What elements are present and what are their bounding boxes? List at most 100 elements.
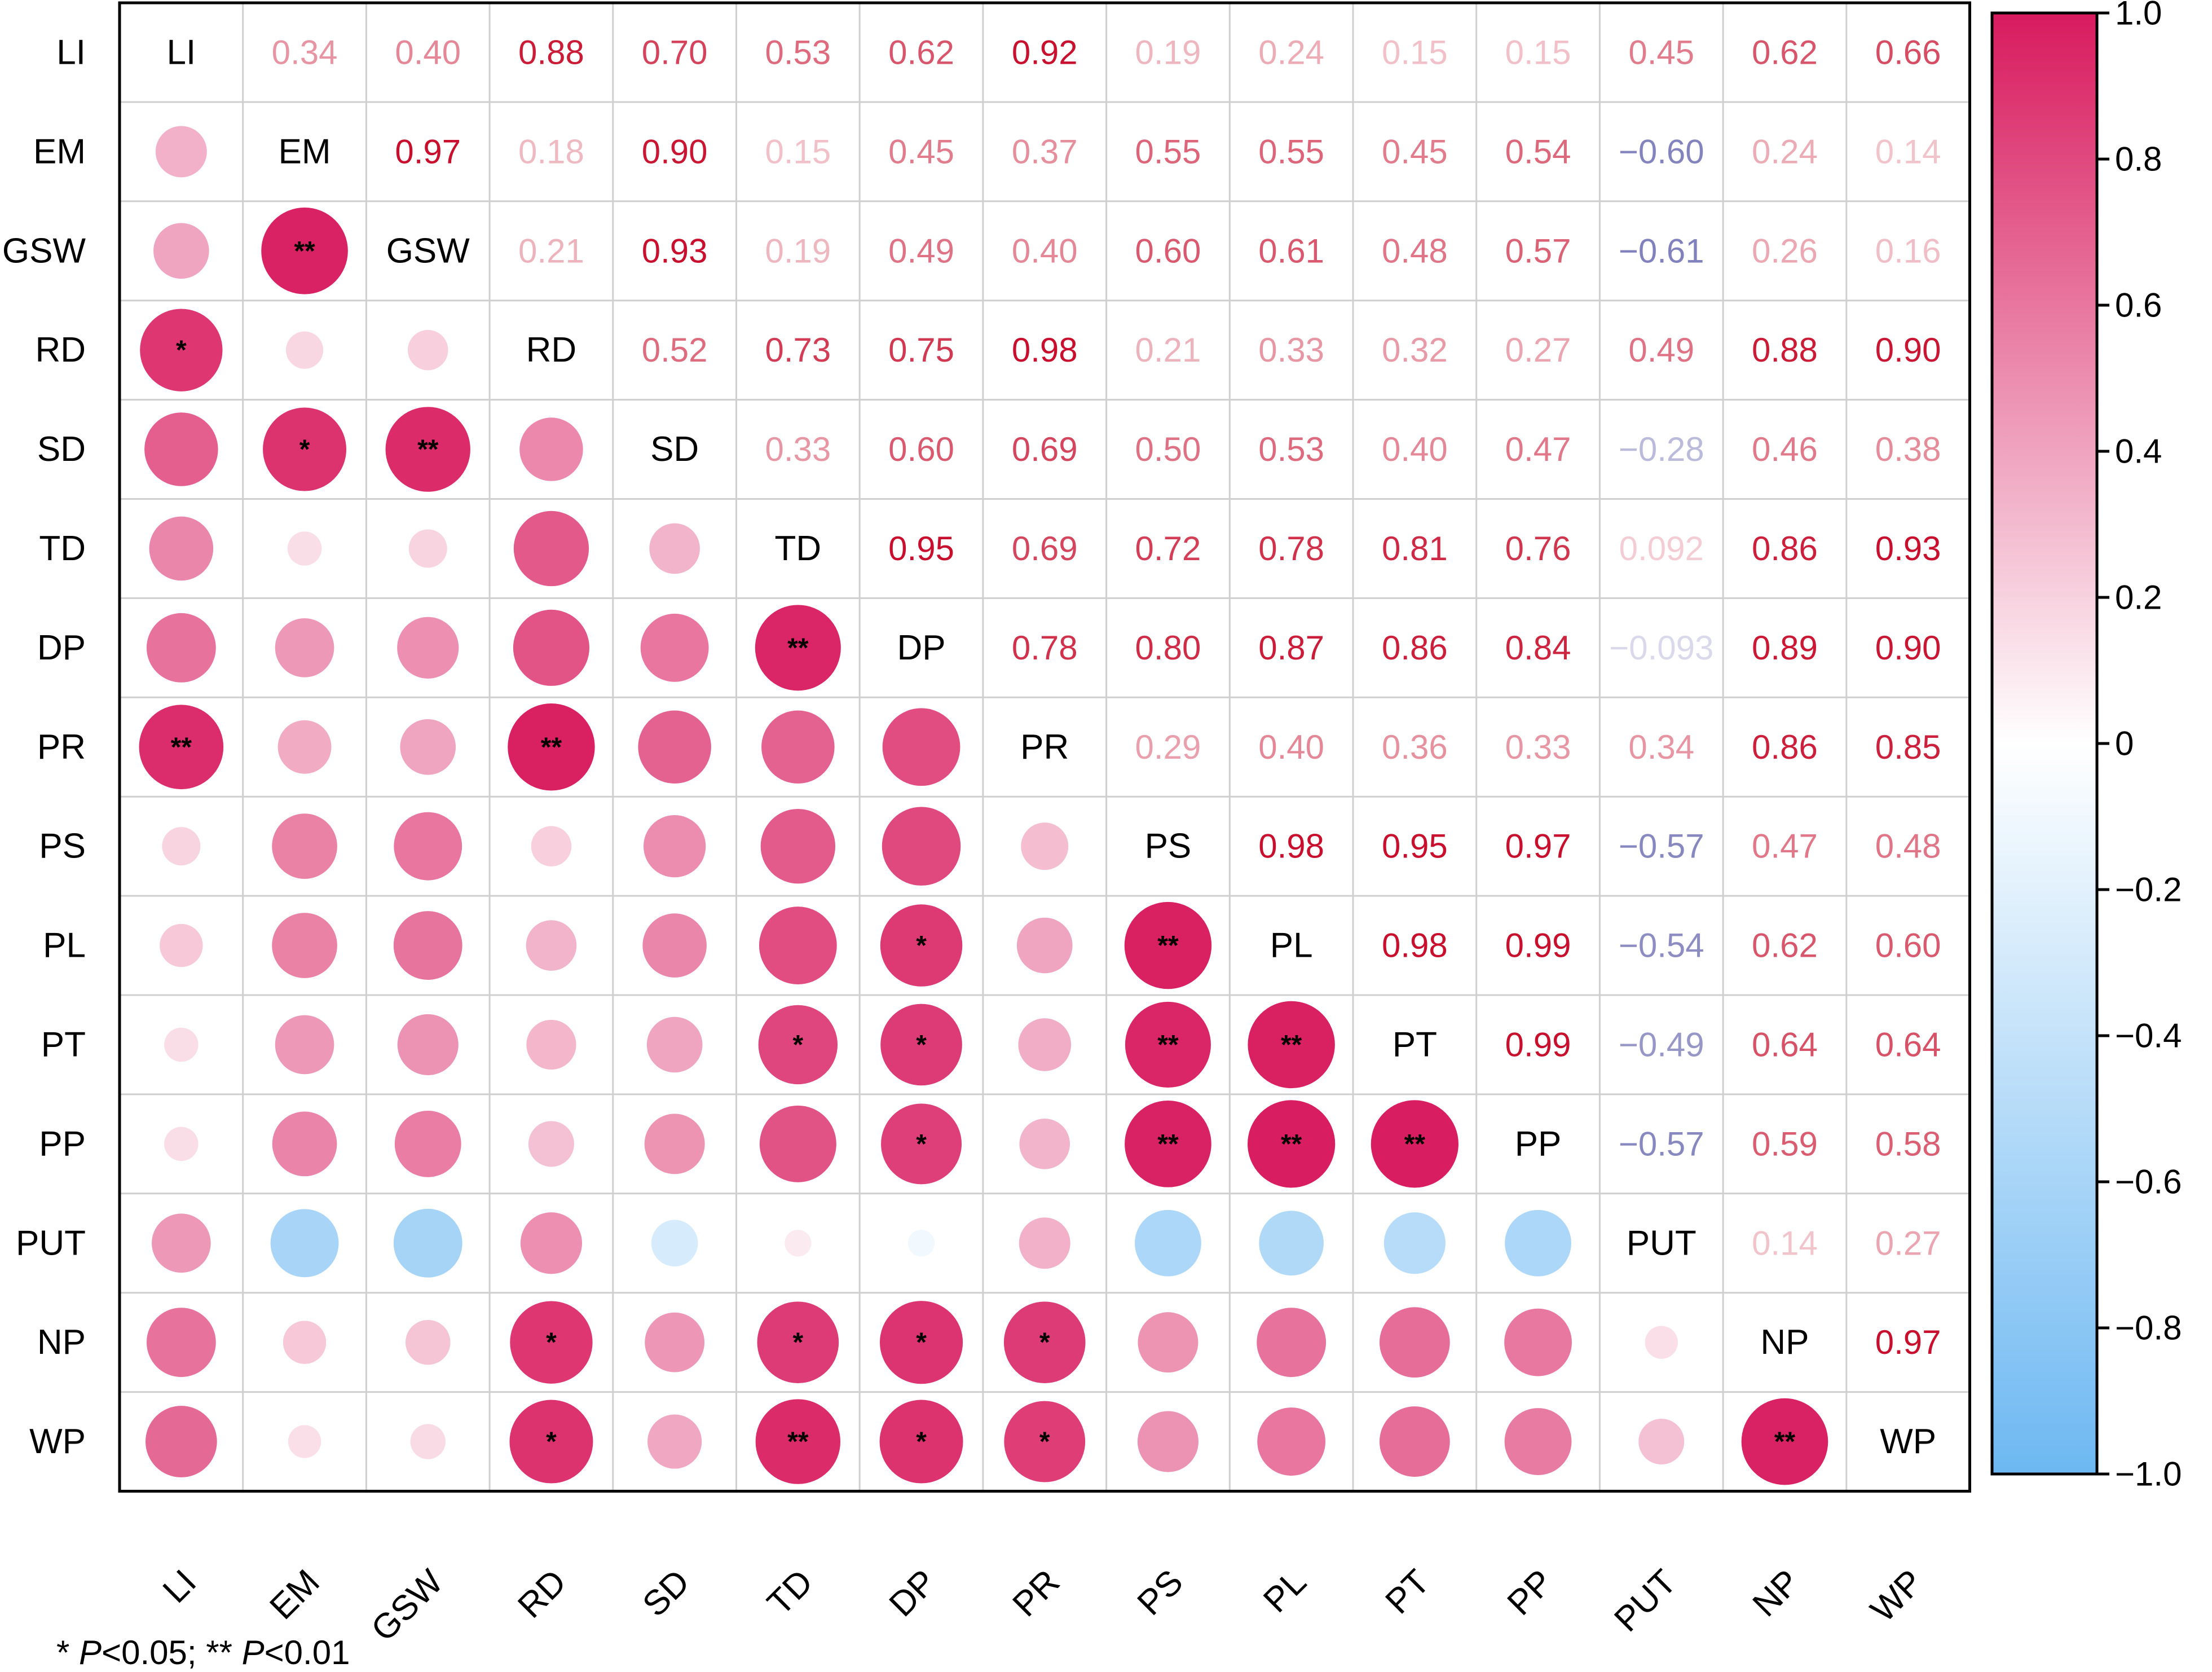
- coefficient-label: 0.14: [1752, 1224, 1818, 1262]
- row-label: PS: [39, 827, 86, 866]
- coefficient-label: 0.76: [1505, 530, 1571, 567]
- correlation-circle: [1124, 901, 1212, 989]
- correlation-circle: [642, 913, 707, 978]
- footnote-p-2: P: [241, 1634, 265, 1671]
- coefficient-label: 0.48: [1382, 232, 1448, 270]
- correlation-circle: [1003, 1301, 1086, 1383]
- correlation-circle: [645, 1312, 705, 1372]
- coefficient-label: 0.54: [1505, 133, 1571, 170]
- correlation-circle: [649, 523, 700, 574]
- coefficient-label: 0.90: [1875, 629, 1941, 667]
- column-label: PUT: [1607, 1563, 1684, 1639]
- correlation-circle: [526, 1019, 576, 1070]
- coefficient-label: 0.64: [1752, 1026, 1818, 1063]
- correlation-circle: [1019, 1119, 1070, 1169]
- correlation-circle: [1505, 1209, 1571, 1277]
- correlation-circle: [1135, 1209, 1201, 1277]
- coefficient-label: 0.87: [1258, 629, 1324, 667]
- correlation-circle: [261, 207, 348, 294]
- significance-marker: **: [1157, 1030, 1179, 1060]
- significance-marker: **: [1404, 1129, 1426, 1159]
- correlation-circle: [164, 1127, 199, 1161]
- correlation-circle: [146, 613, 216, 683]
- coefficient-label: 0.98: [1258, 828, 1324, 865]
- significance-marker: *: [793, 1328, 804, 1358]
- significance-marker: *: [916, 1427, 927, 1457]
- correlation-circle: [1638, 1419, 1685, 1465]
- correlation-circle: [526, 920, 577, 971]
- significance-marker: **: [171, 732, 192, 762]
- diagonal-label: PT: [1393, 1025, 1437, 1064]
- coefficient-label: 0.95: [888, 530, 954, 567]
- footnote-star-1: *: [56, 1634, 80, 1671]
- coefficient-label: 0.66: [1875, 33, 1941, 71]
- row-label: TD: [39, 529, 86, 568]
- diagonal-label: PL: [1270, 926, 1313, 965]
- coefficient-label: −0.60: [1619, 133, 1704, 170]
- coefficient-label: 0.97: [395, 133, 461, 170]
- coefficient-label: 0.37: [1012, 133, 1078, 170]
- significance-marker: **: [1774, 1427, 1796, 1457]
- diagonal-label: LI: [166, 33, 196, 72]
- correlation-circle: [397, 617, 459, 679]
- coefficient-label: 0.21: [518, 232, 584, 270]
- column-label: DP: [882, 1563, 944, 1625]
- correlation-circle: [408, 529, 447, 568]
- correlation-circle: [288, 1425, 321, 1458]
- footnote-threshold-1: <0.05;: [102, 1634, 206, 1671]
- coefficient-label: 0.47: [1752, 828, 1818, 865]
- correlation-circle: [1259, 1211, 1324, 1276]
- correlation-circle: [149, 516, 214, 581]
- color-scale-label: −0.2: [2115, 871, 2182, 909]
- column-label: WP: [1863, 1563, 1931, 1630]
- significance-marker: **: [417, 435, 439, 465]
- coefficient-label: 0.69: [1012, 430, 1078, 468]
- coefficient-label: 0.73: [765, 331, 831, 369]
- coefficient-label: 0.89: [1752, 629, 1818, 667]
- correlation-circle: [785, 1230, 812, 1257]
- coefficient-label: 0.16: [1875, 232, 1941, 270]
- coefficient-label: 0.57: [1505, 232, 1571, 270]
- diagonal-label: GSW: [386, 231, 470, 270]
- correlation-circle: [761, 710, 835, 784]
- coefficient-label: 0.29: [1135, 728, 1201, 766]
- coefficient-label: −0.093: [1609, 629, 1713, 667]
- correlation-circle: [275, 1015, 334, 1075]
- row-label: NP: [37, 1323, 86, 1362]
- coefficient-label: −0.28: [1619, 430, 1704, 468]
- correlation-circle: [1504, 1408, 1572, 1475]
- coefficient-label: 0.32: [1382, 331, 1448, 369]
- coefficient-label: 0.99: [1505, 1026, 1571, 1063]
- color-legend: 1.0 0.8 0.6 0.4 0.2 0 −0.2 −0.4 −0.6 −0.8 −1.0: [1990, 0, 2182, 1493]
- column-label: SD: [635, 1563, 697, 1625]
- significance-marker: *: [916, 931, 927, 961]
- significance-marker: *: [546, 1328, 557, 1358]
- coefficient-label: 0.62: [1752, 33, 1818, 71]
- correlation-circle: [393, 911, 462, 980]
- correlation-circle: [400, 719, 456, 775]
- correlation-circle: [410, 1424, 446, 1459]
- coefficient-label: 0.88: [518, 33, 584, 71]
- coefficient-label: 0.86: [1752, 728, 1818, 766]
- correlation-circle: [1248, 1100, 1336, 1188]
- significance-marker: *: [916, 1328, 927, 1358]
- correlation-circle: [879, 1301, 963, 1384]
- significance-footnote: * P<0.05; ** P<0.01: [56, 1633, 350, 1672]
- correlation-circle: [907, 1229, 935, 1257]
- column-label: EM: [262, 1563, 327, 1627]
- coefficient-label: −0.57: [1619, 828, 1704, 865]
- correlation-circle: [287, 531, 322, 566]
- correlation-circle: [513, 511, 589, 587]
- correlation-circle: [153, 223, 209, 279]
- column-label: PL: [1256, 1563, 1314, 1620]
- row-label: LI: [56, 33, 86, 72]
- coefficient-label: 0.90: [642, 133, 708, 170]
- correlation-circle: [757, 1301, 839, 1383]
- correlation-circle: [140, 309, 223, 391]
- coefficient-label: 0.46: [1752, 430, 1818, 468]
- row-label: GSW: [2, 231, 86, 270]
- coefficient-label: 0.75: [888, 331, 954, 369]
- correlation-circle: [1379, 1406, 1450, 1477]
- coefficient-label: 0.86: [1752, 530, 1818, 567]
- coefficient-label: 0.40: [1382, 430, 1448, 468]
